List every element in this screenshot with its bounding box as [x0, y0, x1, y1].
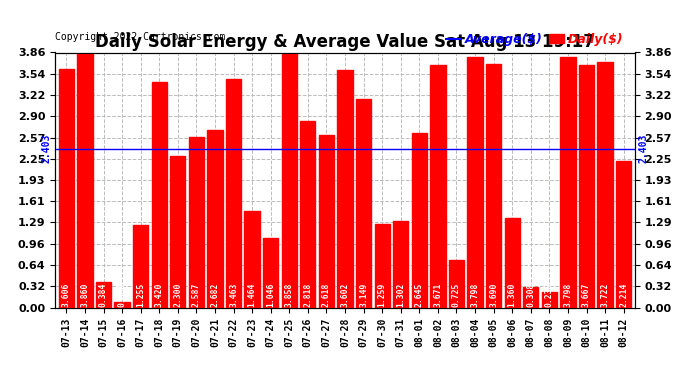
Bar [504, 217, 520, 308]
Text: 2.645: 2.645 [415, 282, 424, 307]
Bar [616, 161, 631, 308]
Bar [542, 292, 557, 308]
Legend: Average($), Daily($): Average($), Daily($) [442, 28, 629, 51]
Bar [486, 64, 501, 308]
Text: 1.255: 1.255 [136, 282, 145, 307]
Bar [226, 79, 241, 308]
Bar [152, 82, 167, 308]
Bar [208, 130, 223, 308]
Bar [560, 57, 575, 308]
Text: 3.420: 3.420 [155, 282, 164, 307]
Bar [449, 260, 464, 308]
Text: 2.403: 2.403 [639, 134, 649, 164]
Text: 1.360: 1.360 [508, 282, 517, 307]
Bar [300, 122, 315, 308]
Text: 1.259: 1.259 [377, 282, 386, 307]
Bar [337, 69, 353, 308]
Bar [393, 222, 408, 308]
Bar [412, 133, 427, 308]
Text: 3.798: 3.798 [564, 282, 573, 307]
Text: 0.384: 0.384 [99, 282, 108, 307]
Title: Daily Solar Energy & Average Value Sat Aug 13 19:17: Daily Solar Energy & Average Value Sat A… [95, 33, 595, 51]
Bar [282, 53, 297, 308]
Text: 3.690: 3.690 [489, 282, 498, 307]
Text: 1.302: 1.302 [396, 282, 405, 307]
Text: 3.602: 3.602 [340, 282, 350, 307]
Text: 3.606: 3.606 [62, 282, 71, 307]
Bar [356, 99, 371, 308]
Bar [467, 57, 483, 308]
Text: 3.667: 3.667 [582, 282, 591, 307]
Text: 2.682: 2.682 [210, 282, 219, 307]
Text: 2.618: 2.618 [322, 282, 331, 307]
Text: Copyright 2022 Cartronics.com: Copyright 2022 Cartronics.com [55, 32, 226, 42]
Bar [263, 238, 278, 308]
Text: 3.671: 3.671 [433, 282, 442, 307]
Text: 3.798: 3.798 [471, 282, 480, 307]
Bar [77, 53, 92, 308]
Bar [431, 65, 446, 308]
Text: 2.403: 2.403 [41, 134, 51, 164]
Text: 0.725: 0.725 [452, 282, 461, 307]
Text: 3.722: 3.722 [600, 282, 609, 307]
Bar [133, 225, 148, 308]
Bar [170, 156, 186, 308]
Text: 2.300: 2.300 [173, 282, 182, 307]
Bar [579, 65, 594, 308]
Bar [115, 302, 130, 307]
Text: 1.464: 1.464 [248, 282, 257, 307]
Bar [598, 62, 613, 308]
Bar [523, 287, 538, 308]
Bar [244, 211, 259, 308]
Text: 2.587: 2.587 [192, 282, 201, 307]
Text: 1.046: 1.046 [266, 282, 275, 307]
Bar [59, 69, 74, 308]
Text: 2.818: 2.818 [304, 282, 313, 307]
Bar [189, 136, 204, 308]
Bar [96, 282, 111, 308]
Text: 2.214: 2.214 [619, 282, 628, 307]
Bar [375, 224, 390, 308]
Text: 0.235: 0.235 [545, 282, 554, 307]
Text: 0.084: 0.084 [117, 282, 126, 307]
Text: 3.463: 3.463 [229, 282, 238, 307]
Text: 3.858: 3.858 [285, 282, 294, 307]
Text: 3.149: 3.149 [359, 282, 368, 307]
Bar [319, 135, 334, 308]
Text: 3.860: 3.860 [81, 282, 90, 307]
Text: 0.308: 0.308 [526, 282, 535, 307]
